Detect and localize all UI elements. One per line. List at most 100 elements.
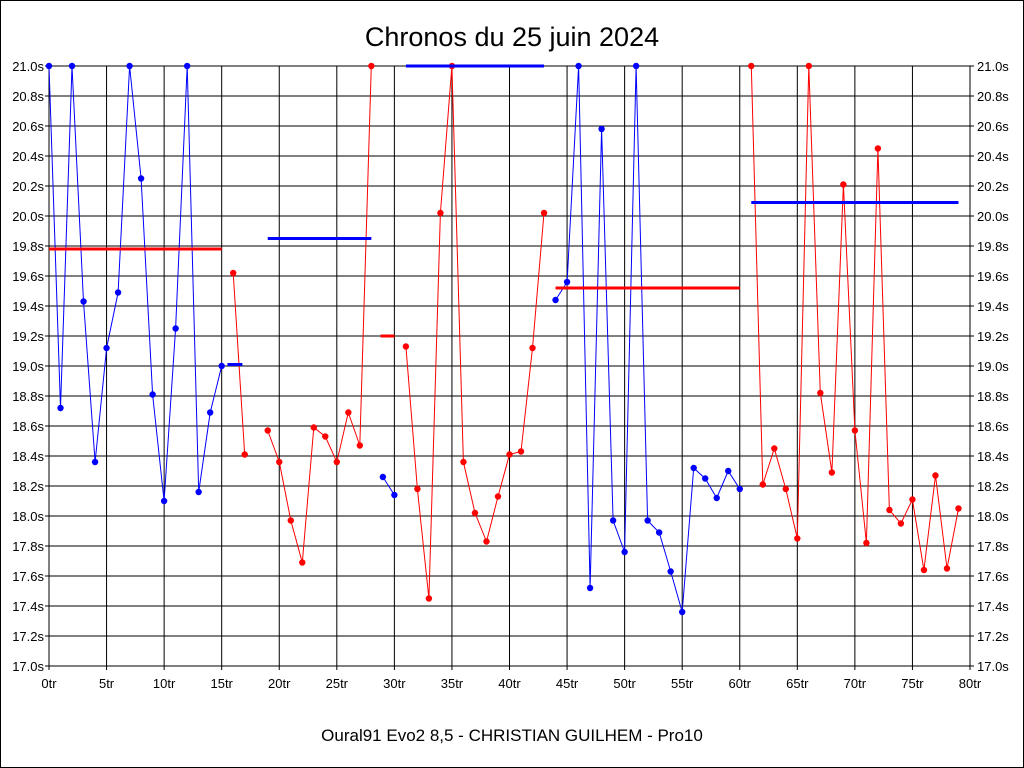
series-line — [267, 65, 372, 563]
data-point — [172, 325, 179, 332]
data-point — [817, 389, 824, 397]
data-point — [437, 209, 444, 217]
data-point — [840, 181, 847, 188]
y-tick-label-left: 18.0s — [12, 509, 44, 524]
data-point — [932, 472, 939, 479]
data-point — [126, 62, 133, 70]
y-tick-label-left: 18.2s — [12, 479, 44, 494]
data-point — [552, 296, 559, 304]
y-tick-label-right: 21.0s — [977, 59, 1009, 74]
data-point — [609, 517, 617, 524]
data-point — [771, 445, 778, 452]
data-point — [563, 278, 571, 286]
y-tick-label-right: 18.2s — [977, 479, 1009, 494]
x-tick-label: 20tr — [268, 676, 291, 691]
series-line — [382, 476, 395, 496]
x-tick-label: 75tr — [901, 676, 924, 691]
y-tick-label-left: 19.8s — [12, 239, 44, 254]
data-point — [218, 362, 225, 370]
x-axis: 0tr 5tr 10tr 15tr 20tr 25tr 30tr 35tr 40tr 45tr 50… — [41, 666, 982, 691]
y-tick-label-right: 17.4s — [977, 599, 1009, 614]
data-point — [748, 62, 755, 70]
data-point — [57, 404, 64, 412]
data-point — [586, 584, 594, 592]
data-point — [264, 427, 271, 434]
y-tick-label-left: 19.2s — [12, 329, 44, 344]
data-point — [598, 125, 605, 133]
y-tick-label-right: 20.8s — [977, 89, 1009, 104]
data-point — [287, 517, 294, 524]
x-tick-label: 40tr — [498, 676, 521, 691]
data-point — [655, 529, 663, 536]
x-tick-label: 60tr — [729, 676, 752, 691]
data-point — [368, 62, 375, 70]
data-point — [310, 424, 317, 431]
y-tick-label-left: 20.6s — [12, 119, 44, 134]
data-point — [886, 506, 893, 514]
x-tick-label: 0tr — [41, 676, 57, 691]
data-point — [103, 344, 110, 352]
series-line — [405, 65, 545, 599]
x-tick-label: 80tr — [959, 676, 982, 691]
data-point — [621, 548, 628, 556]
data-point — [195, 488, 202, 496]
data-point — [805, 62, 813, 70]
y-tick-label-left: 17.4s — [12, 599, 44, 614]
data-point — [299, 559, 306, 566]
data-point — [379, 473, 387, 481]
y-tick-label-right: 17.6s — [977, 569, 1009, 584]
data-point — [897, 520, 905, 527]
y-tick-label-right: 18.4s — [977, 449, 1009, 464]
y-tick-label-right: 18.8s — [977, 389, 1009, 404]
data-point — [644, 517, 651, 524]
data-point — [402, 343, 410, 350]
average-lines — [49, 64, 959, 366]
x-tick-label: 10tr — [153, 676, 176, 691]
data-point — [183, 62, 191, 70]
x-tick-label: 45tr — [556, 676, 579, 691]
y-tick-label-right: 17.2s — [977, 629, 1009, 644]
data-point — [759, 481, 766, 488]
y-tick-label-right: 19.6s — [977, 269, 1009, 284]
series-line — [555, 65, 741, 613]
y-tick-label-left: 20.4s — [12, 149, 44, 164]
data-point — [736, 485, 743, 493]
y-tick-label-left: 18.4s — [12, 449, 44, 464]
y-axis-right: 17.0s 17.2s 17.4s 17.6s 17.8s 18.0s 18.2s 18.4s… — [970, 59, 1009, 674]
data-point — [713, 494, 720, 502]
data-point — [540, 209, 548, 217]
data-point — [678, 608, 686, 616]
data-point — [690, 464, 697, 472]
data-point — [909, 496, 916, 503]
y-tick-label-right: 19.4s — [977, 299, 1009, 314]
data-point — [575, 62, 582, 70]
data-point — [230, 269, 237, 277]
y-tick-label-right: 20.6s — [977, 119, 1009, 134]
data-point — [794, 535, 801, 542]
y-tick-label-left: 17.0s — [12, 659, 44, 674]
data-point — [632, 62, 640, 70]
data-point — [702, 475, 709, 482]
y-tick-label-left: 20.2s — [12, 179, 44, 194]
x-tick-label: 30tr — [383, 676, 406, 691]
data-point — [80, 298, 87, 305]
y-tick-label-left: 18.8s — [12, 389, 44, 404]
x-tick-label: 25tr — [326, 676, 349, 691]
data-point — [483, 538, 490, 545]
y-tick-label-right: 17.0s — [977, 659, 1009, 674]
x-tick-label: 5tr — [99, 676, 115, 691]
data-point — [137, 175, 145, 182]
data-point — [828, 469, 836, 476]
y-tick-label-left: 20.8s — [12, 89, 44, 104]
y-tick-label-left: 19.0s — [12, 359, 44, 374]
y-tick-label-right: 19.2s — [977, 329, 1009, 344]
data-point — [425, 595, 433, 602]
series-layer — [45, 62, 962, 616]
x-tick-label: 65tr — [786, 676, 809, 691]
y-tick-label-right: 20.4s — [977, 149, 1009, 164]
y-tick-label-left: 18.6s — [12, 419, 44, 434]
data-point — [391, 491, 398, 499]
x-tick-label: 50tr — [613, 676, 636, 691]
data-point — [863, 539, 870, 547]
x-tick-label: 35tr — [441, 676, 464, 691]
